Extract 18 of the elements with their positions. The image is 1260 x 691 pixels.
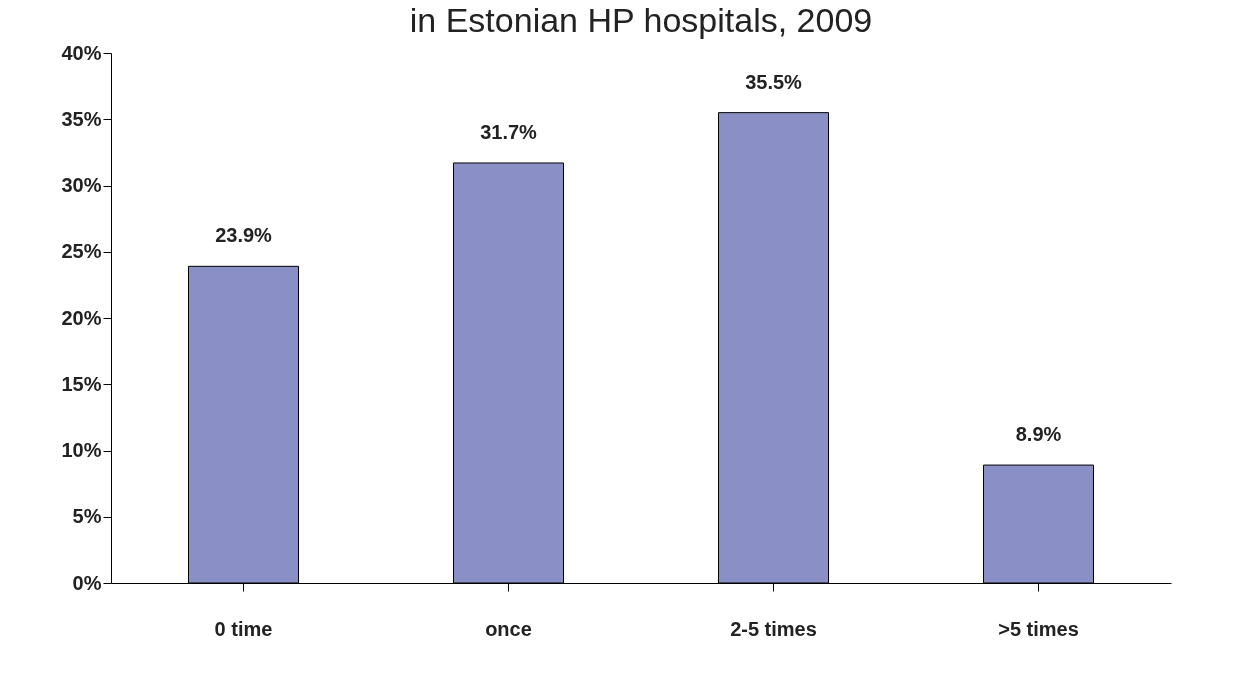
y-tick-label: 15% (61, 372, 102, 395)
data-label: 8.9% (1015, 423, 1062, 446)
x-tick-label: 2-5 times (730, 617, 817, 640)
y-tick-label: 30% (61, 174, 102, 196)
chart-title: in Estonian HP hospitals, 2009 (409, 1, 873, 39)
x-tick-label: >5 times (998, 617, 1079, 640)
data-label: 35.5% (745, 70, 803, 93)
x-tick-label: 0 time (214, 617, 273, 640)
y-tick-label: 35% (61, 107, 102, 130)
x-tick-label: once (485, 617, 532, 640)
y-tick-label: 5% (72, 505, 102, 528)
data-label: 23.9% (215, 224, 273, 247)
y-tick-label: 20% (61, 306, 102, 329)
y-tick-label: 10% (61, 439, 102, 461)
y-tick-label: 40% (61, 41, 102, 64)
data-label: 31.7% (480, 120, 538, 143)
y-tick-label: 25% (61, 240, 102, 263)
y-tick-label: 0% (72, 571, 102, 594)
